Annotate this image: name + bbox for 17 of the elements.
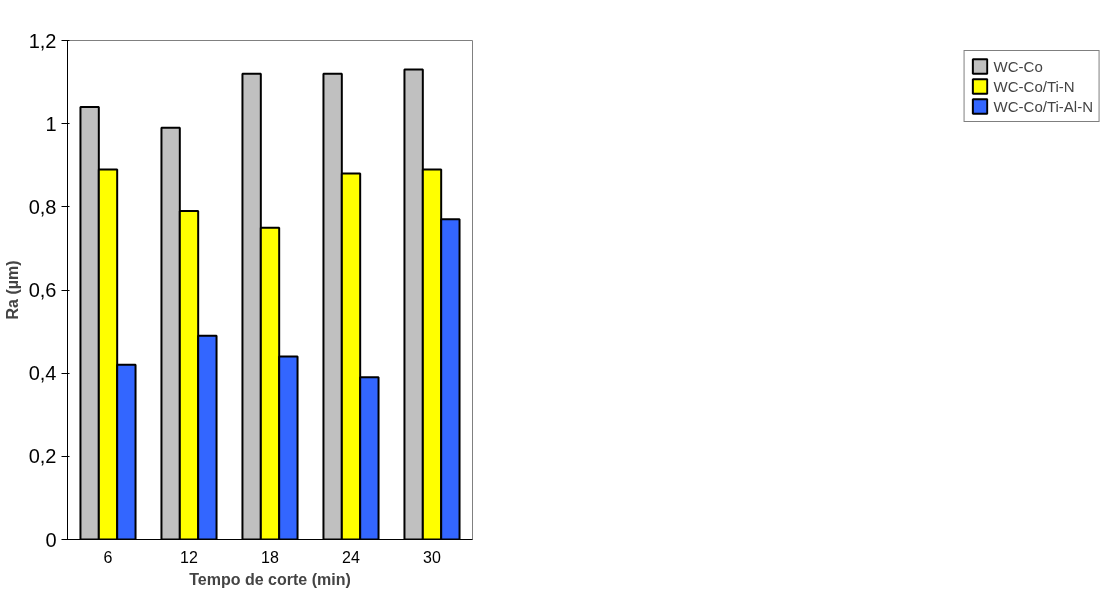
x-tick-label: 30 [423,548,441,566]
y-tick-label: 1 [45,112,57,135]
legend-label: WC-Co/Ti-Al-N [993,97,1093,115]
legend-label: WC-Co [993,57,1043,75]
y-tick-label: 0,6 [28,279,57,301]
x-tick-label: 18 [261,548,279,566]
x-axis-title: Tempo de corte (min) [189,570,351,588]
y-tick-label: 1,2 [28,29,57,52]
x-tick-label: 24 [342,548,360,566]
y-tick-label: 0,2 [28,445,57,468]
legend-label: WC-Co/Ti-N [993,77,1075,95]
y-tick-label: 0,4 [28,362,57,385]
x-tick-label: 12 [180,548,198,566]
y-tick-label: 0,8 [28,195,57,218]
y-tick-label: 0 [45,528,57,551]
y-axis-title: Ra (µm) [3,260,21,320]
x-tick-label: 6 [103,548,113,566]
